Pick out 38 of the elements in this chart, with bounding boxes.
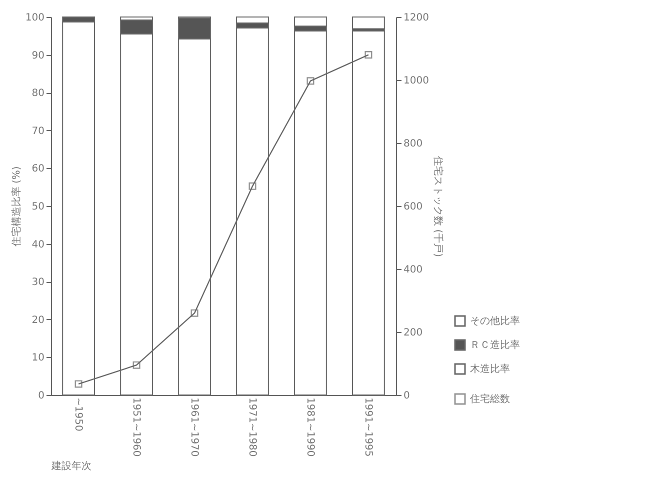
y-tick-label: 90 xyxy=(32,50,44,62)
y2-tick-label: 200 xyxy=(404,328,423,338)
y-tick-label: 80 xyxy=(32,88,44,100)
x-axis-title: 建設年次 xyxy=(50,460,92,472)
legend-label: ＲＣ造比率 xyxy=(470,339,520,351)
y-tick-label: 100 xyxy=(25,12,44,24)
y2-axis-title: 住宅ストック数 (千戸) xyxy=(432,156,444,258)
y2-tick-label: 1200 xyxy=(404,12,429,24)
point xyxy=(306,77,314,85)
y-tick-label: 70 xyxy=(32,126,44,137)
y-tick-label: 10 xyxy=(32,352,44,364)
y2-tick-label: 800 xyxy=(404,138,423,150)
y-tick-label: 30 xyxy=(32,277,44,288)
legend-label: その他比率 xyxy=(470,315,520,327)
point xyxy=(190,309,198,317)
legend-label: 住宅総数 xyxy=(470,393,510,405)
x-tick-label: 1971~1980 xyxy=(246,398,258,457)
x-tick-label: 1951~1960 xyxy=(130,398,142,457)
y2-tick-label: 400 xyxy=(404,264,423,276)
y-tick-label: 20 xyxy=(32,314,44,326)
y-tick-label: 0 xyxy=(38,390,44,402)
y-tick-label: 40 xyxy=(32,239,44,250)
point xyxy=(132,361,140,369)
y2-tick-label: 1000 xyxy=(404,76,429,86)
point xyxy=(364,51,372,59)
y-axis-title: 住宅構造比率 (%) xyxy=(10,166,22,247)
y-tick-label: 60 xyxy=(32,164,44,175)
x-tick-label: 1991~1995 xyxy=(362,398,374,457)
x-tick-label: ~1950 xyxy=(72,398,84,432)
y2-tick-label: 0 xyxy=(404,390,410,402)
y-tick-label: 50 xyxy=(32,202,44,212)
point xyxy=(74,380,82,388)
y2-tick-label: 600 xyxy=(404,202,423,212)
legend-label: 木造比率 xyxy=(470,363,510,375)
x-tick-label: 1981~1990 xyxy=(304,398,316,457)
point xyxy=(248,182,256,190)
x-tick-label: 1961~1970 xyxy=(188,398,200,457)
bar xyxy=(352,16,385,30)
